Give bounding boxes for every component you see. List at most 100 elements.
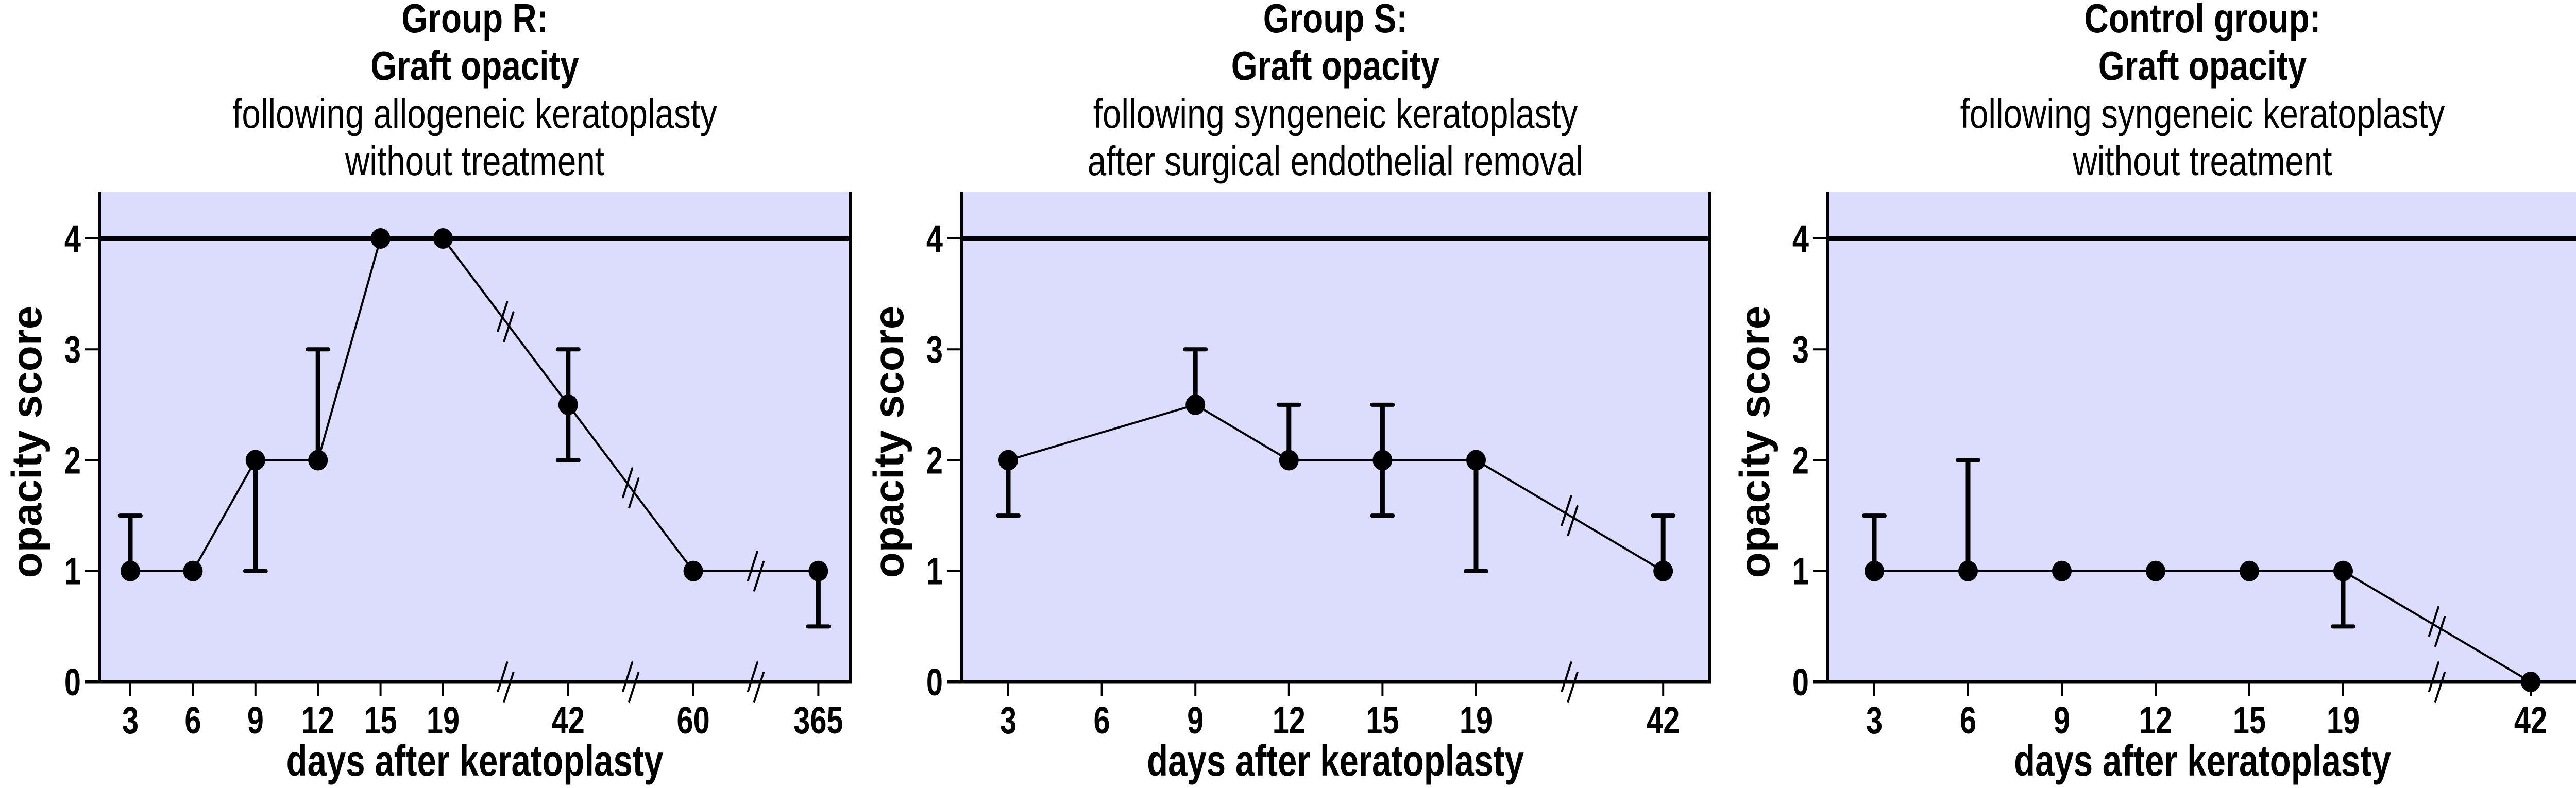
line-break-mark — [503, 311, 515, 342]
y-tick-label: 1 — [926, 551, 943, 593]
x-tick-label: 42 — [2514, 699, 2547, 742]
x-tick-label: 9 — [1187, 699, 1204, 742]
x-axis-label: days after keratoplasty — [2014, 737, 2391, 785]
x-tick-label: 9 — [2054, 699, 2070, 742]
y-axis-label: opacity score — [866, 306, 912, 578]
data-point-marker — [2333, 560, 2353, 581]
series-line-segment — [2342, 570, 2532, 683]
axis-break-mark — [1567, 671, 1579, 703]
panel-title: Group S: Graft opacity following syngene… — [1088, 0, 1583, 184]
data-point-marker — [808, 560, 828, 581]
title-line-3: following syngeneic keratoplasty — [1093, 91, 1578, 137]
y-tick-label: 3 — [1792, 329, 1809, 371]
data-point-marker — [1653, 560, 1673, 581]
x-tick-label: 42 — [1647, 699, 1680, 742]
y-tick-label: 2 — [926, 440, 943, 483]
series-line-segment — [442, 237, 569, 406]
line-break-mark — [753, 560, 765, 592]
series-line-segment — [567, 404, 694, 572]
y-tick-label: 2 — [1792, 440, 1809, 483]
panel-control-group: Control group: Graft opacity following s… — [1732, 0, 2576, 785]
x-tick-label: 12 — [1273, 699, 1306, 742]
x-tick-label: 19 — [427, 699, 460, 742]
x-axis-label: days after keratoplasty — [286, 737, 664, 785]
line-break-mark — [2434, 616, 2446, 647]
y-tick-label: 4 — [64, 218, 81, 261]
line-break-mark — [497, 301, 509, 332]
series-line-segment — [1195, 404, 1290, 461]
x-tick-label: 3 — [1866, 699, 1883, 742]
y-tick-label: 0 — [64, 661, 81, 704]
line-break-mark — [1567, 505, 1579, 537]
series-line-segment — [192, 459, 257, 572]
y-axis-label: opacity score — [1732, 306, 1778, 578]
title-line-2: Graft opacity — [1231, 43, 1440, 89]
y-tick-label: 4 — [926, 218, 943, 261]
axis-break-mark — [1561, 661, 1572, 693]
axis-break-mark — [503, 671, 515, 703]
x-tick-label: 9 — [247, 699, 264, 742]
y-tick-label: 0 — [926, 661, 943, 704]
x-tick-label: 365 — [793, 699, 843, 742]
panel-title: Group R: Graft opacity following allogen… — [232, 0, 717, 184]
line-break-mark — [622, 467, 634, 499]
axis-break-mark — [753, 671, 765, 703]
x-tick-label: 42 — [552, 699, 585, 742]
data-series — [118, 228, 831, 629]
y-tick-label: 1 — [64, 551, 81, 593]
plot-background — [961, 192, 1709, 682]
data-point-marker — [1372, 450, 1393, 471]
x-tick-label: 15 — [2233, 699, 2266, 742]
data-point-marker — [998, 450, 1018, 471]
axis-break-mark — [2434, 671, 2446, 703]
x-tick-label: 6 — [1094, 699, 1110, 742]
x-tick-label: 6 — [184, 699, 201, 742]
title-line-3: following syngeneic keratoplasty — [1960, 91, 2445, 137]
data-point-marker — [1466, 450, 1486, 471]
x-tick-label: 15 — [1366, 699, 1399, 742]
line-break-mark — [628, 477, 640, 509]
axis-break-mark — [2428, 661, 2439, 693]
axis-break-mark — [497, 661, 509, 693]
title-line-2: Graft opacity — [370, 43, 579, 89]
line-break-mark — [747, 550, 758, 581]
axis-break-mark — [622, 661, 634, 693]
data-point-marker — [558, 394, 578, 415]
axis-break-mark — [628, 671, 640, 703]
data-point-marker — [121, 560, 140, 581]
y-tick-label: 3 — [926, 329, 943, 371]
data-point-marker — [245, 450, 265, 471]
plot-background — [99, 192, 850, 682]
title-line-1: Group R: — [401, 0, 548, 41]
x-tick-label: 3 — [122, 699, 139, 742]
data-point-marker — [183, 560, 203, 581]
data-point-marker — [2240, 560, 2259, 581]
data-point-marker — [433, 228, 453, 249]
axis-break-mark — [747, 661, 758, 693]
panel-group-r: Group R: Graft opacity following allogen… — [4, 0, 852, 785]
panel-title: Control group: Graft opacity following s… — [1960, 0, 2445, 184]
y-tick-label: 3 — [64, 329, 81, 371]
data-point-marker — [683, 560, 703, 581]
line-break-mark — [2428, 606, 2439, 637]
data-point-marker — [308, 450, 328, 471]
x-tick-label: 12 — [301, 699, 334, 742]
x-tick-label: 19 — [2327, 699, 2360, 742]
title-line-2: Graft opacity — [2098, 43, 2307, 89]
data-point-marker — [370, 228, 391, 249]
data-series — [1862, 458, 2540, 692]
y-tick-label: 1 — [1792, 551, 1809, 593]
x-tick-label: 19 — [1460, 699, 1493, 742]
title-line-3: following allogeneic keratoplasty — [232, 91, 717, 137]
data-point-marker — [2521, 672, 2540, 692]
y-tick-label: 0 — [1792, 661, 1809, 704]
x-axis-label: days after keratoplasty — [1147, 737, 1524, 785]
x-tick-label: 12 — [2139, 699, 2172, 742]
y-axis-label: opacity score — [4, 306, 50, 578]
title-line-1: Group S: — [1263, 0, 1408, 41]
title-line-4: after surgical endothelial removal — [1088, 138, 1583, 184]
x-tick-label: 15 — [364, 699, 397, 742]
